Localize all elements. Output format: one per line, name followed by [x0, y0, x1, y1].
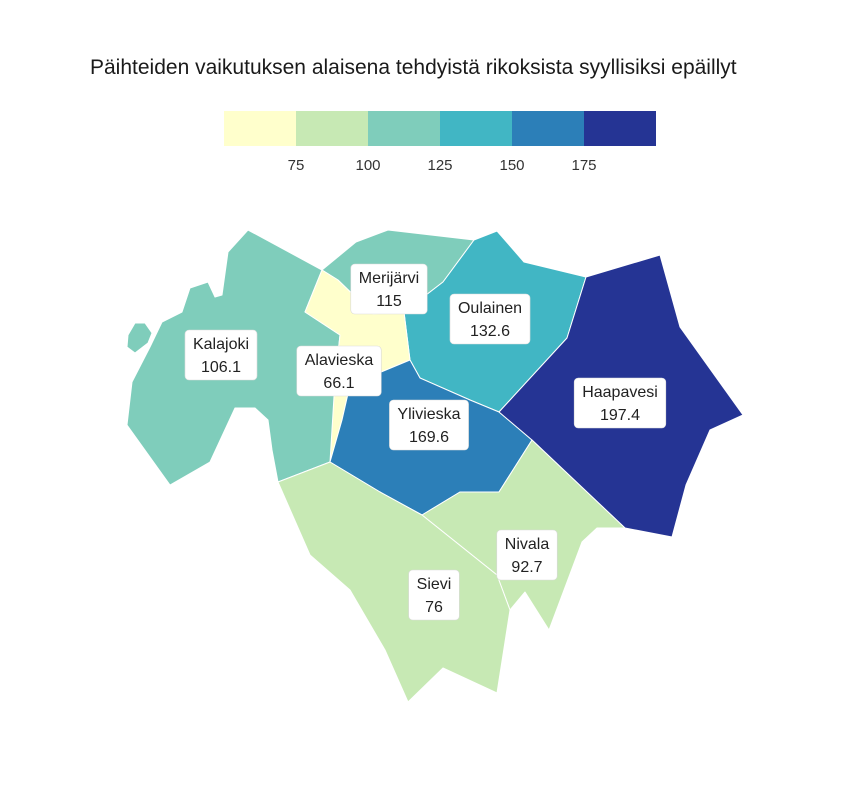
map-title: Päihteiden vaikutuksen alaisena tehdyist… [90, 56, 737, 79]
region-name: Sievi [417, 576, 452, 593]
region-value: 66.1 [323, 375, 354, 392]
label-box [296, 345, 382, 397]
region-name: Nivala [505, 536, 550, 553]
legend-tick-label: 150 [499, 157, 524, 174]
label-oulainen: Oulainen 132.6 [449, 293, 531, 345]
region-value: 115 [376, 293, 402, 310]
label-box [573, 377, 667, 429]
label-merijarvi: Merijärvi 115 [350, 263, 428, 315]
label-box [449, 293, 531, 345]
region-name: Haapavesi [582, 384, 658, 401]
legend-swatch [368, 111, 440, 146]
legend-tick-label: 100 [355, 157, 380, 174]
legend-ticks: 75 100 125 150 175 [288, 157, 597, 174]
label-box [408, 569, 460, 621]
label-box [350, 263, 428, 315]
label-kalajoki: Kalajoki 106.1 [184, 329, 258, 381]
region-value: 132.6 [470, 323, 510, 340]
region-name: Merijärvi [359, 270, 419, 287]
regions-layer [126, 229, 744, 703]
label-ylivieska: Ylivieska 169.6 [389, 399, 469, 451]
region-sievi[interactable] [277, 461, 511, 703]
legend-swatches [224, 111, 656, 146]
label-box [389, 399, 469, 451]
legend-tick-label: 175 [571, 157, 596, 174]
region-name: Ylivieska [397, 406, 460, 423]
legend-swatch [440, 111, 512, 146]
label-haapavesi: Haapavesi 197.4 [573, 377, 667, 429]
region-value: 169.6 [409, 429, 449, 446]
region-value: 106.1 [201, 359, 241, 376]
legend-swatch [224, 111, 296, 146]
region-name: Oulainen [458, 300, 522, 317]
legend-swatch [584, 111, 656, 146]
legend-swatch [296, 111, 368, 146]
legend-tick-label: 75 [288, 157, 305, 174]
region-value: 92.7 [511, 559, 542, 576]
region-value: 197.4 [600, 407, 640, 424]
labels-layer: Kalajoki 106.1 Merijärvi 115 Oulainen 13… [184, 263, 667, 621]
label-box [496, 529, 558, 581]
label-nivala: Nivala 92.7 [496, 529, 558, 581]
legend-tick-label: 125 [427, 157, 452, 174]
label-alavieska: Alavieska 66.1 [296, 345, 382, 397]
legend-swatch [512, 111, 584, 146]
label-box [184, 329, 258, 381]
region-name: Kalajoki [193, 336, 249, 353]
color-legend: 75 100 125 150 175 [224, 111, 656, 174]
region-name: Alavieska [305, 352, 374, 369]
label-sievi: Sievi 76 [408, 569, 460, 621]
region-value: 76 [425, 599, 443, 616]
